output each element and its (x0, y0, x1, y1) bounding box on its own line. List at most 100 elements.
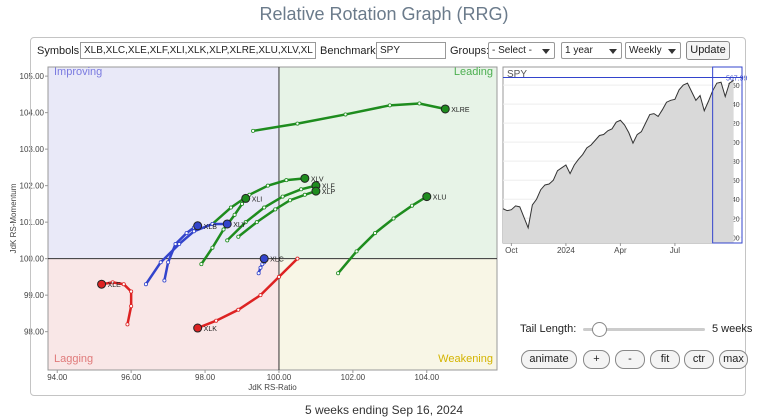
minus-button[interactable]: - (615, 350, 645, 369)
quadrant-leading (278, 67, 497, 259)
tail-point (354, 249, 359, 254)
tail-point (288, 198, 293, 203)
y-tick-label: 98.00 (24, 328, 45, 337)
tail-slider[interactable] (583, 328, 705, 331)
current-label: 567.99 (726, 75, 748, 82)
y-tick-label: 480 (728, 159, 740, 166)
tail-point (273, 207, 278, 212)
tail-point (295, 121, 300, 126)
quadrant-label: Leading (454, 66, 493, 78)
footer: 5 weeks ending Sep 16, 2024 (304, 403, 464, 417)
tail-point (236, 234, 241, 239)
x-tick-label: 2024 (557, 246, 575, 255)
y-tick-label: 104.00 (20, 109, 45, 118)
tail-point (295, 256, 300, 261)
animate-button[interactable]: animate (521, 350, 577, 369)
tail (144, 222, 229, 286)
x-axis-title: JdK RS-Ratio (248, 383, 297, 392)
tail-point (232, 212, 237, 217)
x-tick-label: Apr (614, 246, 627, 255)
tail-point (256, 271, 261, 276)
series-label: XLE (108, 282, 122, 289)
tail-point (177, 242, 182, 247)
head (300, 173, 310, 183)
x-tick-label: Oct (505, 246, 518, 255)
max-button[interactable]: max (719, 350, 748, 369)
update-button[interactable]: Update (686, 41, 730, 60)
tail-point (184, 231, 189, 236)
head (259, 254, 269, 264)
tail-knob[interactable] (592, 322, 607, 337)
tail-point (199, 262, 204, 267)
page-title: Relative Rotation Graph (RRG) (259, 4, 509, 24)
tail-point (158, 260, 163, 265)
tail-point (173, 242, 178, 247)
tail-point (417, 101, 422, 106)
series-label: XLV (311, 176, 324, 183)
benchmark-label: Benchmark: (320, 45, 379, 57)
tail-point (121, 282, 126, 287)
period-select[interactable]: 1 year (561, 42, 622, 59)
symbols-input[interactable]: XLB,XLC,XLE,XLF,XLI,XLK,XLP,XLRE,XLU,XLV… (80, 42, 316, 59)
symbols-label: Symbols: (37, 45, 83, 57)
y-tick-label: 560 (728, 83, 740, 90)
tail-point (299, 187, 304, 192)
series-label: XLF (322, 184, 335, 191)
y-tick-label: 102.00 (20, 182, 45, 191)
tail-point (280, 194, 285, 199)
groups-select[interactable]: - Select - (488, 42, 555, 59)
benchmark-input[interactable]: SPY (376, 42, 446, 59)
tail-point (410, 203, 415, 208)
tail-point (221, 227, 226, 232)
x-tick-label: 104.00 (415, 373, 440, 382)
tail (336, 195, 429, 275)
x-tick-label: 100.00 (267, 373, 292, 382)
tail-point (129, 304, 134, 309)
series-label: XLU (433, 195, 447, 202)
tail-point (225, 238, 230, 243)
tail-point (258, 293, 263, 298)
tail-point (191, 229, 196, 234)
plot-border (47, 66, 498, 371)
head (311, 186, 321, 196)
frequency-select[interactable]: Weekly (625, 42, 681, 59)
tail-point (373, 231, 378, 236)
quadrant-label: Improving (54, 66, 102, 78)
quadrant-label: Weakening (438, 353, 493, 365)
y-tick-label: 440 (728, 197, 740, 204)
series-label: XLC (270, 257, 284, 264)
head (193, 221, 203, 231)
head (422, 192, 432, 202)
series-label: XLRE (451, 107, 470, 114)
tail-point (243, 220, 248, 225)
tail-point (336, 271, 341, 276)
y-tick-label: 400 (728, 235, 740, 242)
plus-button[interactable]: + (583, 350, 610, 369)
tail-point (302, 192, 307, 197)
panel (30, 37, 746, 396)
y-tick-label: 103.00 (20, 145, 45, 154)
quadrant-weakening (278, 258, 497, 370)
x-tick-label: 94.00 (47, 373, 68, 382)
tail-point (143, 282, 148, 287)
head (440, 104, 450, 114)
tail-point (162, 278, 167, 283)
y-axis-title: JdK RS-Momentum (9, 183, 18, 253)
ctr-button[interactable]: ctr (684, 350, 714, 369)
fit-button[interactable]: fit (650, 350, 680, 369)
quadrant-label: Lagging (54, 353, 93, 365)
tail-point (210, 221, 215, 226)
tail-label: Tail Length: (520, 323, 577, 335)
tail-value: 5 weeks (712, 323, 753, 335)
tail-point (387, 103, 392, 108)
y-tick-label: 105.00 (20, 72, 45, 81)
tail-point (236, 307, 241, 312)
groups-label: Groups: (450, 45, 490, 57)
tail-point (265, 183, 270, 188)
tail-point (125, 322, 130, 327)
tail-point (262, 205, 267, 210)
tail-point (228, 205, 233, 210)
y-tick-label: 101.00 (20, 218, 45, 227)
